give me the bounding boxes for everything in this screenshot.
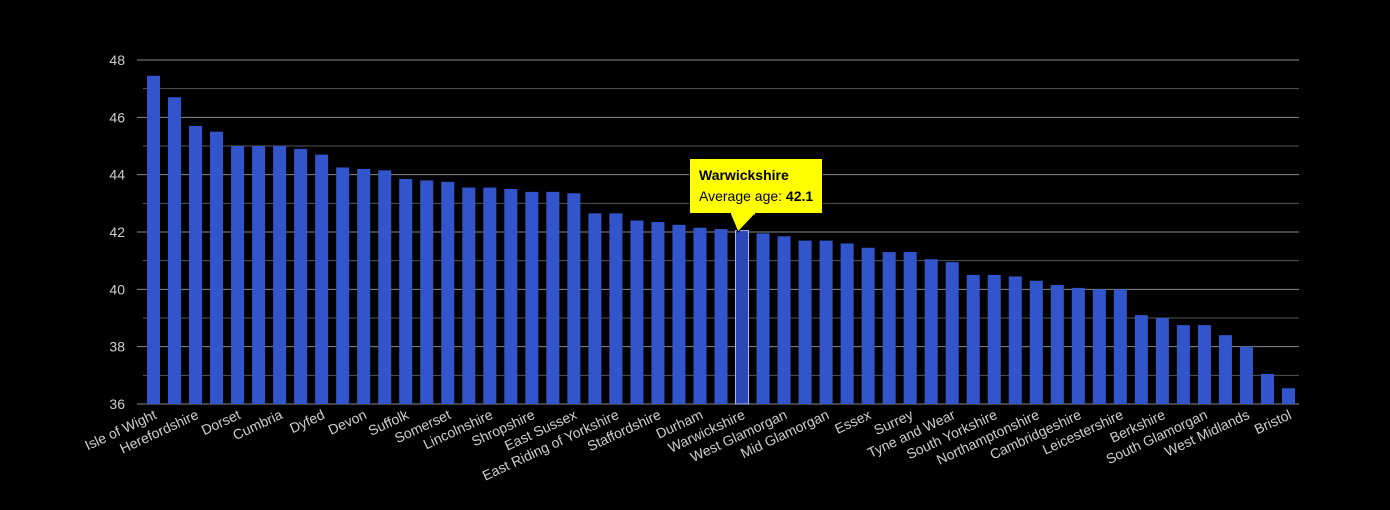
bar[interactable] — [840, 243, 854, 404]
bar[interactable] — [336, 167, 350, 405]
bars — [146, 75, 1296, 405]
bar[interactable] — [483, 187, 497, 404]
bar[interactable] — [525, 191, 539, 404]
tooltip-body: Average age: 42.1 — [699, 186, 813, 207]
bar[interactable] — [735, 230, 750, 405]
tooltip-title: Warwickshire — [699, 167, 789, 183]
bar[interactable] — [231, 146, 245, 404]
bar[interactable] — [378, 170, 392, 404]
bar[interactable] — [1029, 280, 1043, 404]
bar[interactable] — [1155, 318, 1169, 404]
bar[interactable] — [294, 148, 308, 404]
bar[interactable] — [1134, 315, 1148, 404]
bar[interactable] — [567, 193, 581, 404]
bar[interactable] — [168, 97, 182, 405]
bar[interactable] — [420, 180, 434, 404]
bar[interactable] — [1092, 289, 1106, 404]
y-tick-label: 40 — [109, 281, 125, 297]
bar[interactable] — [1197, 325, 1211, 404]
x-tick-label: Dyfed — [287, 406, 327, 436]
bar[interactable] — [798, 240, 812, 404]
x-tick-label: Devon — [326, 406, 369, 438]
bar[interactable] — [693, 227, 707, 404]
bar[interactable] — [630, 220, 644, 404]
bar[interactable] — [315, 154, 329, 404]
bar[interactable] — [777, 236, 791, 404]
bar[interactable] — [273, 146, 287, 404]
bar[interactable] — [1008, 276, 1022, 404]
bar[interactable] — [609, 213, 623, 404]
tooltip-value: 42.1 — [785, 188, 814, 204]
bar[interactable] — [441, 181, 455, 404]
bar[interactable] — [945, 262, 959, 404]
bar[interactable] — [1281, 388, 1296, 404]
y-axis-tick-labels: 36 38 40 42 44 46 48 — [109, 52, 125, 412]
bar[interactable] — [1260, 373, 1274, 404]
bar[interactable] — [252, 146, 266, 404]
bar[interactable] — [651, 221, 665, 404]
bar[interactable] — [756, 233, 770, 404]
bar[interactable] — [714, 229, 728, 404]
tooltip-label: Average age: — [699, 188, 783, 204]
bar[interactable] — [210, 131, 224, 404]
bar[interactable] — [987, 275, 1001, 404]
y-tick-label: 44 — [109, 167, 125, 183]
bar[interactable] — [462, 187, 476, 404]
bar[interactable] — [966, 275, 980, 404]
x-tick-label: Essex — [832, 406, 873, 437]
bar[interactable] — [399, 178, 413, 404]
bar[interactable] — [819, 240, 833, 404]
bar[interactable] — [672, 224, 686, 404]
x-tick-label: Bristol — [1252, 406, 1294, 437]
bar[interactable] — [146, 75, 161, 405]
bar[interactable] — [1113, 289, 1127, 404]
tooltip: Warwickshire Average age: 42.1 — [689, 158, 824, 214]
bar[interactable] — [189, 125, 203, 404]
bar[interactable] — [504, 189, 518, 404]
bar[interactable] — [861, 247, 875, 404]
bar[interactable] — [1239, 346, 1253, 404]
bar[interactable] — [1050, 285, 1064, 404]
bar[interactable] — [357, 168, 371, 404]
bar[interactable] — [1218, 335, 1232, 404]
y-tick-label: 48 — [109, 52, 125, 68]
bar[interactable] — [924, 259, 938, 404]
bar[interactable] — [546, 191, 560, 404]
bar[interactable] — [588, 213, 602, 404]
y-tick-label: 46 — [109, 109, 125, 125]
y-tick-label: 38 — [109, 339, 125, 355]
y-tick-label: 42 — [109, 224, 125, 240]
bar[interactable] — [882, 252, 896, 404]
bar[interactable] — [903, 252, 917, 404]
bar[interactable] — [1176, 325, 1190, 404]
bar[interactable] — [1071, 287, 1085, 404]
tooltip-pointer — [729, 213, 757, 233]
y-tick-label: 36 — [109, 396, 125, 412]
